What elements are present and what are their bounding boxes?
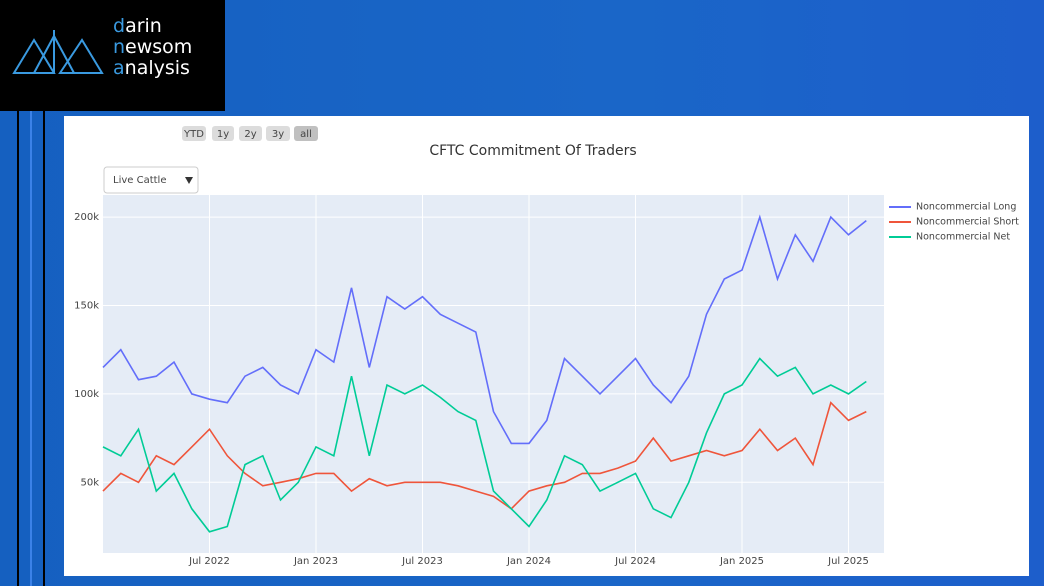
range-button-label[interactable]: 2y <box>244 129 256 140</box>
range-button[interactable] <box>294 126 318 141</box>
y-tick-label: 150k <box>74 300 99 311</box>
y-tick-label: 200k <box>74 212 99 223</box>
dropdown-arrow[interactable] <box>185 177 193 184</box>
y-tick-label: 50k <box>80 477 99 488</box>
chart-title: CFTC Commitment Of Traders <box>429 143 636 159</box>
x-tick-label: Jul 2023 <box>401 556 443 567</box>
series-line <box>102 214 867 445</box>
range-button[interactable] <box>239 126 262 141</box>
logo-line: newsom <box>113 36 193 58</box>
logo-text: darin newsom analysis <box>113 16 192 79</box>
y-tick-label: 100k <box>74 389 99 400</box>
range-button[interactable] <box>212 126 234 141</box>
plot-area <box>103 195 884 553</box>
side-line <box>43 111 45 586</box>
range-button[interactable] <box>182 126 206 141</box>
legend-label[interactable]: Noncommercial Long <box>916 202 1016 213</box>
logo-icon <box>12 30 104 74</box>
x-tick-label: Jul 2024 <box>614 556 656 567</box>
x-tick-label: Jul 2025 <box>827 556 869 567</box>
range-button-label[interactable]: all <box>300 129 312 140</box>
x-tick-label: Jul 2022 <box>188 556 230 567</box>
dropdown-label[interactable]: Live Cattle <box>113 175 166 186</box>
x-tick-label: Jan 2025 <box>719 556 764 567</box>
side-line <box>30 111 32 586</box>
range-button-label[interactable]: 3y <box>272 129 284 140</box>
legend-label[interactable]: Noncommercial Net <box>916 232 1010 243</box>
range-button-label[interactable]: YTD <box>183 129 204 140</box>
legend-label[interactable]: Noncommercial Short <box>916 217 1019 228</box>
side-line <box>17 111 19 586</box>
dropdown[interactable] <box>103 166 199 194</box>
logo-line: darin <box>113 15 162 37</box>
range-button[interactable] <box>266 126 290 141</box>
series-line <box>102 401 867 510</box>
x-tick-label: Jan 2024 <box>506 556 551 567</box>
x-tick-label: Jan 2023 <box>293 556 338 567</box>
range-button-label[interactable]: 1y <box>217 129 229 140</box>
logo: darin newsom analysis <box>0 0 225 111</box>
logo-line: analysis <box>113 57 190 79</box>
series-line <box>102 357 867 533</box>
